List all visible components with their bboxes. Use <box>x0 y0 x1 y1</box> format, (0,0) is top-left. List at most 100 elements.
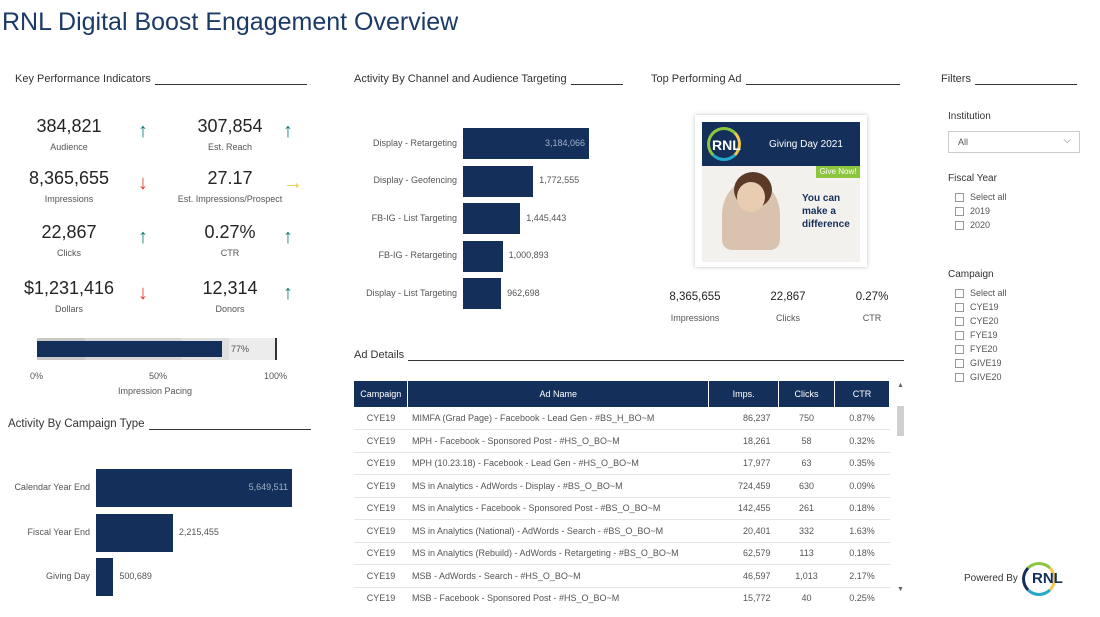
bar-mark <box>463 203 521 234</box>
checkbox[interactable] <box>955 358 964 368</box>
filter-option[interactable]: 2020 <box>955 218 1007 232</box>
trend-right-arrow-icon: → <box>283 172 303 194</box>
table-cell: 20,401 <box>708 519 779 543</box>
ad-cta: Give Now! <box>816 166 860 178</box>
top-ad-stat-ctr: 0.27% <box>855 291 889 303</box>
bar-mark <box>463 165 534 197</box>
trend-up-arrow-icon: ↑ <box>283 282 293 304</box>
column-header-clicks[interactable]: Clicks <box>778 381 836 407</box>
table-cell: MIMFA (Grad Page) - Facebook - Lead Gen … <box>407 407 709 430</box>
ad-text: You can make a difference <box>802 193 850 230</box>
filter-option[interactable]: CYE19 <box>955 300 1007 314</box>
pacing-tick-0: 0% <box>30 371 44 381</box>
bar-value-label: 5,649,511 <box>248 482 288 492</box>
table-cell: CYE19 <box>354 564 408 588</box>
bar-mark <box>96 513 173 552</box>
table-row[interactable]: CYE19 MS in Analytics (National) - AdWord… <box>354 519 890 543</box>
table-cell: 1,013 <box>778 564 835 588</box>
column-header-ad-name[interactable]: Ad Name <box>407 381 710 407</box>
kpi-label-audience: Audience <box>50 142 88 152</box>
filter-option[interactable]: FYE19 <box>955 328 1007 342</box>
table-row[interactable]: CYE19 MSB - Facebook - Sponsored Post - #… <box>354 587 890 608</box>
bar-category-label: Display - List Targeting <box>366 287 457 298</box>
top-ad-card[interactable]: RNL Giving Day 2021 Give Now! You can ma… <box>695 115 867 267</box>
top-ad-header-label: Top Performing Ad <box>651 73 742 85</box>
checkbox[interactable] <box>955 316 964 326</box>
table-row[interactable]: CYE19 MS in Analytics - Facebook - Sponso… <box>354 497 890 520</box>
column-header-campaign[interactable]: Campaign <box>354 381 409 407</box>
checkbox[interactable] <box>955 302 964 312</box>
table-row[interactable]: CYE19 MPH (10.23.18) - Facebook - Lead Ge… <box>354 452 890 475</box>
kpi-value-ctr: 0.27% <box>204 222 256 242</box>
scroll-down-icon[interactable]: ▼ <box>897 586 904 593</box>
table-cell: 0.18% <box>834 497 890 520</box>
powered-by-label: Powered By <box>964 573 1018 584</box>
filter-option[interactable]: 2019 <box>955 204 1007 218</box>
bar-value-label: 962,698 <box>507 287 540 298</box>
filter-option[interactable]: FYE20 <box>955 342 1007 356</box>
table-cell: 1.63% <box>834 519 890 543</box>
institution-selected: All <box>958 137 969 147</box>
checkbox[interactable] <box>955 372 964 382</box>
filter-option-label: FYE19 <box>970 330 998 340</box>
kpi-label-est-impressions-prospect: Est. Impressions/Prospect <box>177 194 283 204</box>
table-cell: 750 <box>778 407 835 430</box>
table-cell: 261 <box>778 497 835 520</box>
bar-category-label: Giving Day <box>45 571 90 581</box>
filter-option[interactable]: Select all <box>955 286 1007 300</box>
table-row[interactable]: CYE19 MSB - AdWords - Search - #HS_O_BO~M… <box>354 564 890 588</box>
ad-details-scrollbar[interactable]: ▲ ▼ <box>896 382 905 598</box>
table-cell: MSB - Facebook - Sponsored Post - #HS_O_… <box>407 587 709 608</box>
filter-option[interactable]: GIVE19 <box>955 356 1007 370</box>
table-cell: 86,237 <box>708 407 779 430</box>
channel-header-label: Activity By Channel and Audience Targeti… <box>354 73 567 85</box>
kpi-label-impressions: Impressions <box>44 194 94 204</box>
bar-mark <box>96 469 292 507</box>
page-title: RNL Digital Boost Engagement Overview <box>2 8 459 36</box>
checkbox[interactable] <box>955 344 964 354</box>
table-row[interactable]: CYE19 MS in Analytics (Rebuild) - AdWords… <box>354 542 890 565</box>
bar-mark <box>463 278 502 309</box>
scroll-thumb[interactable] <box>897 406 904 436</box>
table-row[interactable]: CYE19 MS in Analytics - AdWords - Display… <box>354 474 890 498</box>
kpi-value-est-impressions-prospect: 27.17 <box>207 168 253 188</box>
filter-option[interactable]: GIVE20 <box>955 370 1007 384</box>
table-cell: MS in Analytics (National) - AdWords - S… <box>407 519 709 543</box>
filter-option-label: CYE20 <box>970 316 999 326</box>
filter-option[interactable]: CYE20 <box>955 314 1007 328</box>
table-row[interactable]: CYE19 MPH - Facebook - Sponsored Post - #… <box>354 429 890 453</box>
checkbox[interactable] <box>955 288 964 298</box>
bar-category-label: Display - Geofencing <box>373 175 457 185</box>
trend-up-arrow-icon: ↑ <box>138 120 148 142</box>
table-row[interactable]: CYE19 MIMFA (Grad Page) - Facebook - Lead… <box>354 407 890 430</box>
campaign-filter-list: Select all CYE19 CYE20 FYE19 FYE20 GIVE19 GIVE… <box>955 286 1007 384</box>
ad-logo: RNL <box>712 137 741 153</box>
table-cell: 40 <box>778 587 835 608</box>
table-cell: CYE19 <box>354 452 408 475</box>
filter-option-label: 2019 <box>970 206 991 216</box>
bar-value-label: 500,689 <box>119 571 152 581</box>
table-cell: CYE19 <box>354 429 408 453</box>
filters-header-label: Filters <box>941 73 971 85</box>
kpi-value-dollars: $1,231,416 <box>23 278 115 298</box>
table-cell: 18,261 <box>708 429 779 453</box>
table-cell: 0.35% <box>834 452 890 475</box>
trend-up-arrow-icon: ↑ <box>283 120 293 142</box>
table-cell: 15,772 <box>708 587 779 608</box>
checkbox[interactable] <box>955 206 964 216</box>
checkbox[interactable] <box>955 192 964 202</box>
bar-category-label: Calendar Year End <box>14 482 90 492</box>
column-header-ctr[interactable]: CTR <box>834 381 890 407</box>
checkbox[interactable] <box>955 220 964 230</box>
top-ad-stat-label-ctr: CTR <box>862 313 882 323</box>
checkbox[interactable] <box>955 330 964 340</box>
bar-category-label: Display - Retargeting <box>372 137 457 148</box>
table-cell: 62,579 <box>708 542 779 565</box>
scroll-up-icon[interactable]: ▲ <box>897 382 904 389</box>
filter-option[interactable]: Select all <box>955 190 1007 204</box>
campaign-type-header-label: Activity By Campaign Type <box>8 418 145 430</box>
column-header-imps-[interactable]: Imps. <box>708 381 780 407</box>
top-ad-stat-clicks: 22,867 <box>770 291 806 303</box>
institution-dropdown[interactable]: All ⌵ <box>948 131 1080 153</box>
rnl-logo: RNL <box>1032 570 1063 587</box>
